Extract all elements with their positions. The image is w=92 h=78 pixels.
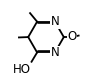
Text: N: N [51, 46, 59, 59]
Text: N: N [51, 15, 59, 28]
Text: HO: HO [13, 63, 31, 76]
Text: O: O [68, 30, 77, 44]
